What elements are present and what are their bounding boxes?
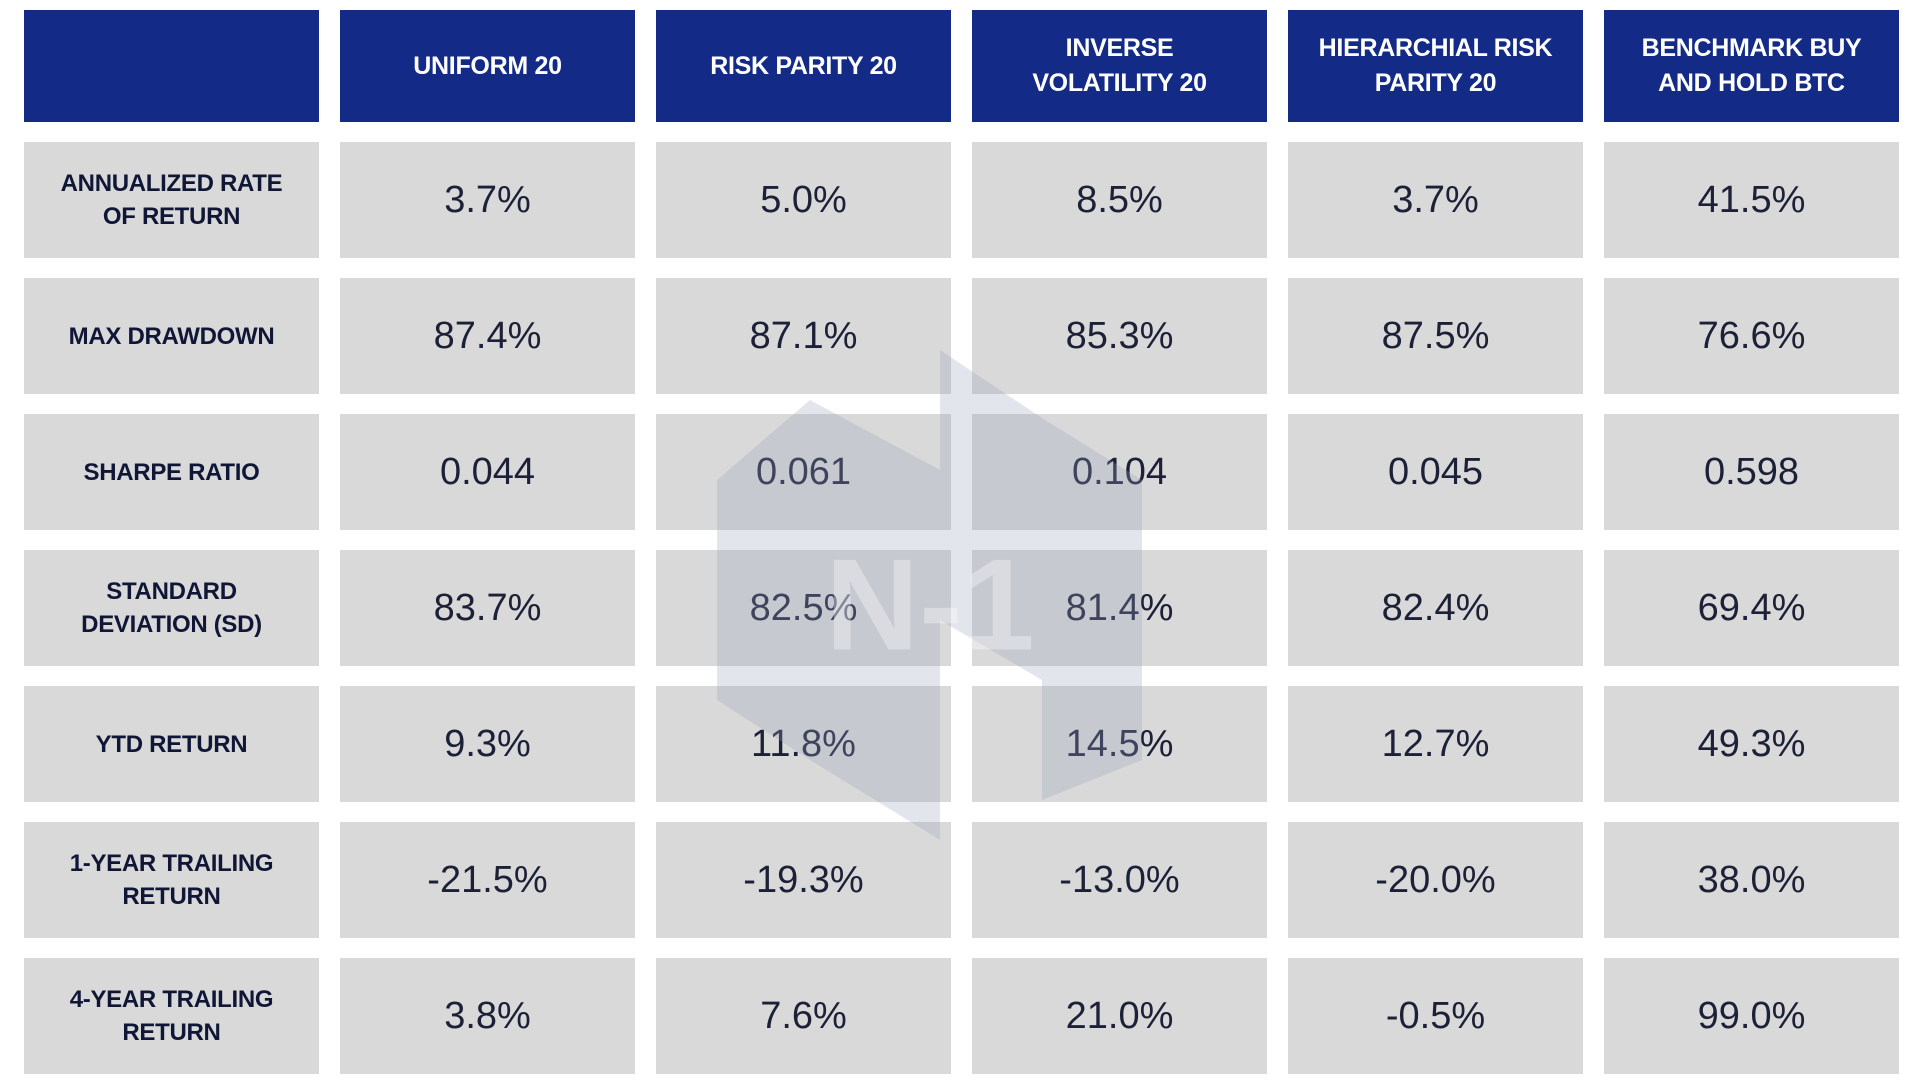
value-cell: 0.061 bbox=[656, 414, 951, 530]
value-cell: 11.8% bbox=[656, 686, 951, 802]
value-cell: 81.4% bbox=[972, 550, 1267, 666]
value-cell: 9.3% bbox=[340, 686, 635, 802]
value-cell: 0.104 bbox=[972, 414, 1267, 530]
row-label: MAX DRAWDOWN bbox=[24, 278, 319, 394]
value-cell: 41.5% bbox=[1604, 142, 1899, 258]
value-cell: 7.6% bbox=[656, 958, 951, 1074]
column-header: UNIFORM 20 bbox=[340, 10, 635, 122]
value-cell: 3.8% bbox=[340, 958, 635, 1074]
value-cell: -13.0% bbox=[972, 822, 1267, 938]
value-cell: -20.0% bbox=[1288, 822, 1583, 938]
value-cell: 21.0% bbox=[972, 958, 1267, 1074]
column-header: BENCHMARK BUY AND HOLD BTC bbox=[1604, 10, 1899, 122]
row-label: 1-YEAR TRAILING RETURN bbox=[24, 822, 319, 938]
value-cell: 38.0% bbox=[1604, 822, 1899, 938]
column-header: HIERARCHIAL RISK PARITY 20 bbox=[1288, 10, 1583, 122]
column-header: INVERSE VOLATILITY 20 bbox=[972, 10, 1267, 122]
value-cell: 8.5% bbox=[972, 142, 1267, 258]
value-cell: -19.3% bbox=[656, 822, 951, 938]
value-cell: 85.3% bbox=[972, 278, 1267, 394]
value-cell: 3.7% bbox=[340, 142, 635, 258]
value-cell: -0.5% bbox=[1288, 958, 1583, 1074]
column-header: RISK PARITY 20 bbox=[656, 10, 951, 122]
header-corner bbox=[24, 10, 319, 122]
value-cell: 0.598 bbox=[1604, 414, 1899, 530]
value-cell: 0.044 bbox=[340, 414, 635, 530]
value-cell: 12.7% bbox=[1288, 686, 1583, 802]
value-cell: 87.5% bbox=[1288, 278, 1583, 394]
value-cell: 99.0% bbox=[1604, 958, 1899, 1074]
value-cell: 69.4% bbox=[1604, 550, 1899, 666]
value-cell: 76.6% bbox=[1604, 278, 1899, 394]
value-cell: -21.5% bbox=[340, 822, 635, 938]
row-label: SHARPE RATIO bbox=[24, 414, 319, 530]
value-cell: 83.7% bbox=[340, 550, 635, 666]
value-cell: 87.1% bbox=[656, 278, 951, 394]
row-label: YTD RETURN bbox=[24, 686, 319, 802]
row-label: ANNUALIZED RATE OF RETURN bbox=[24, 142, 319, 258]
value-cell: 5.0% bbox=[656, 142, 951, 258]
value-cell: 87.4% bbox=[340, 278, 635, 394]
value-cell: 3.7% bbox=[1288, 142, 1583, 258]
row-label: STANDARD DEVIATION (SD) bbox=[24, 550, 319, 666]
value-cell: 0.045 bbox=[1288, 414, 1583, 530]
value-cell: 49.3% bbox=[1604, 686, 1899, 802]
value-cell: 82.5% bbox=[656, 550, 951, 666]
value-cell: 14.5% bbox=[972, 686, 1267, 802]
row-label: 4-YEAR TRAILING RETURN bbox=[24, 958, 319, 1074]
metrics-table: UNIFORM 20 RISK PARITY 20 INVERSE VOLATILI… bbox=[24, 10, 1899, 1074]
value-cell: 82.4% bbox=[1288, 550, 1583, 666]
